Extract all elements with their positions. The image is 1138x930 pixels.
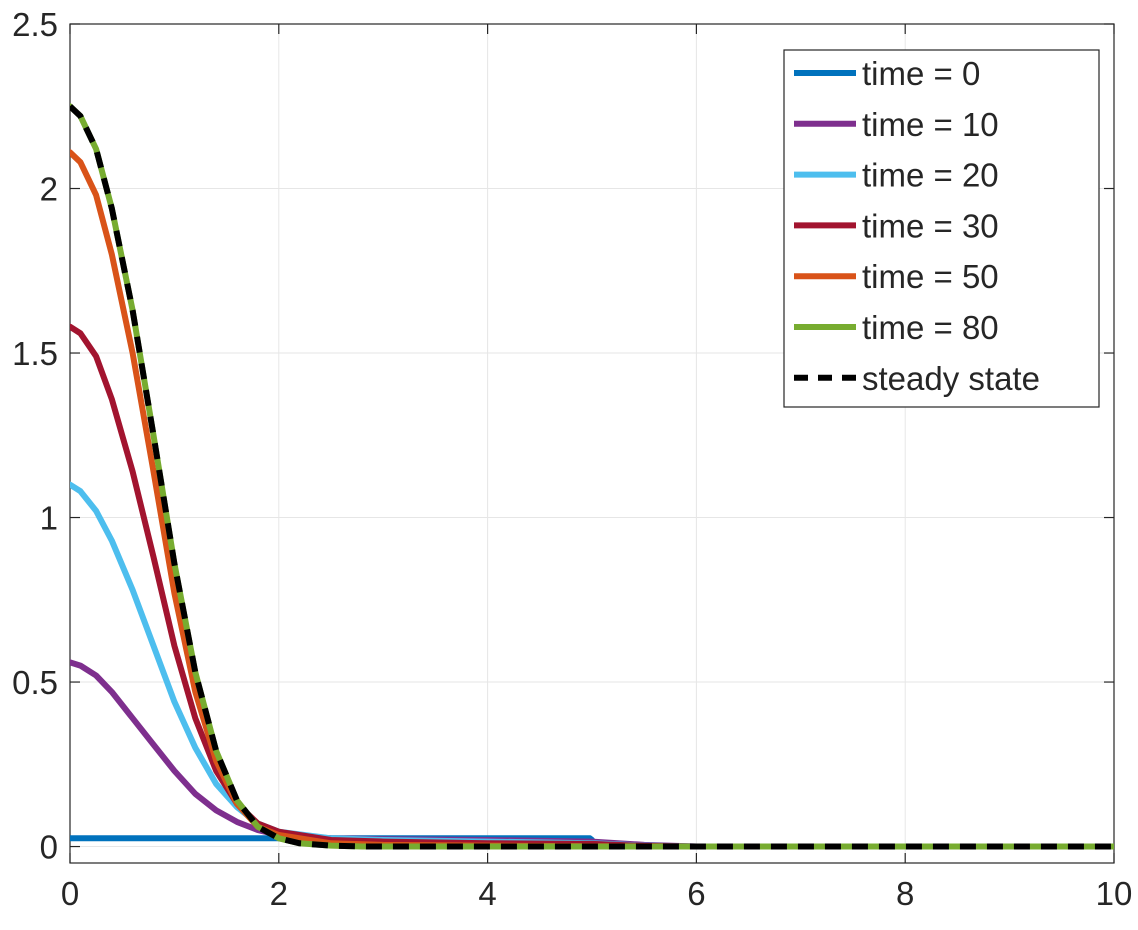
legend: time = 0 time = 10 time = 20 time = 30 time … bbox=[783, 49, 1100, 408]
axes-box bbox=[69, 23, 1115, 864]
y-tick-label: 1.5 bbox=[12, 335, 58, 372]
legend-label: time = 20 bbox=[862, 157, 999, 194]
y-tick-label: 2 bbox=[40, 171, 58, 208]
series-group bbox=[70, 103, 1114, 850]
legend-label: steady state bbox=[862, 360, 1040, 397]
y-tick-label: 2.5 bbox=[12, 6, 58, 43]
x-tick-label: 0 bbox=[61, 875, 79, 912]
x-tick-label: 4 bbox=[478, 875, 496, 912]
legend-label: time = 0 bbox=[862, 55, 980, 92]
x-tick-label: 8 bbox=[896, 875, 914, 912]
series-line-time-80 bbox=[70, 103, 1114, 850]
y-tick-label: 0 bbox=[40, 829, 58, 866]
y-tick-label: 1 bbox=[40, 500, 58, 537]
legend-label: time = 10 bbox=[862, 106, 999, 143]
x-tick-label: 2 bbox=[270, 875, 288, 912]
legend-label: time = 30 bbox=[862, 207, 999, 244]
series-lines bbox=[70, 103, 1114, 850]
legend-label: time = 80 bbox=[862, 309, 999, 346]
y-tick-label: 0.5 bbox=[12, 664, 58, 701]
legend-box bbox=[783, 49, 1100, 408]
x-tick-label: 10 bbox=[1096, 875, 1133, 912]
axes: 0 2 4 6 8 10 0 0.5 1 1.5 2 2.5 bbox=[12, 6, 1132, 912]
x-tick-label: 6 bbox=[687, 875, 705, 912]
legend-label: time = 50 bbox=[862, 258, 999, 295]
